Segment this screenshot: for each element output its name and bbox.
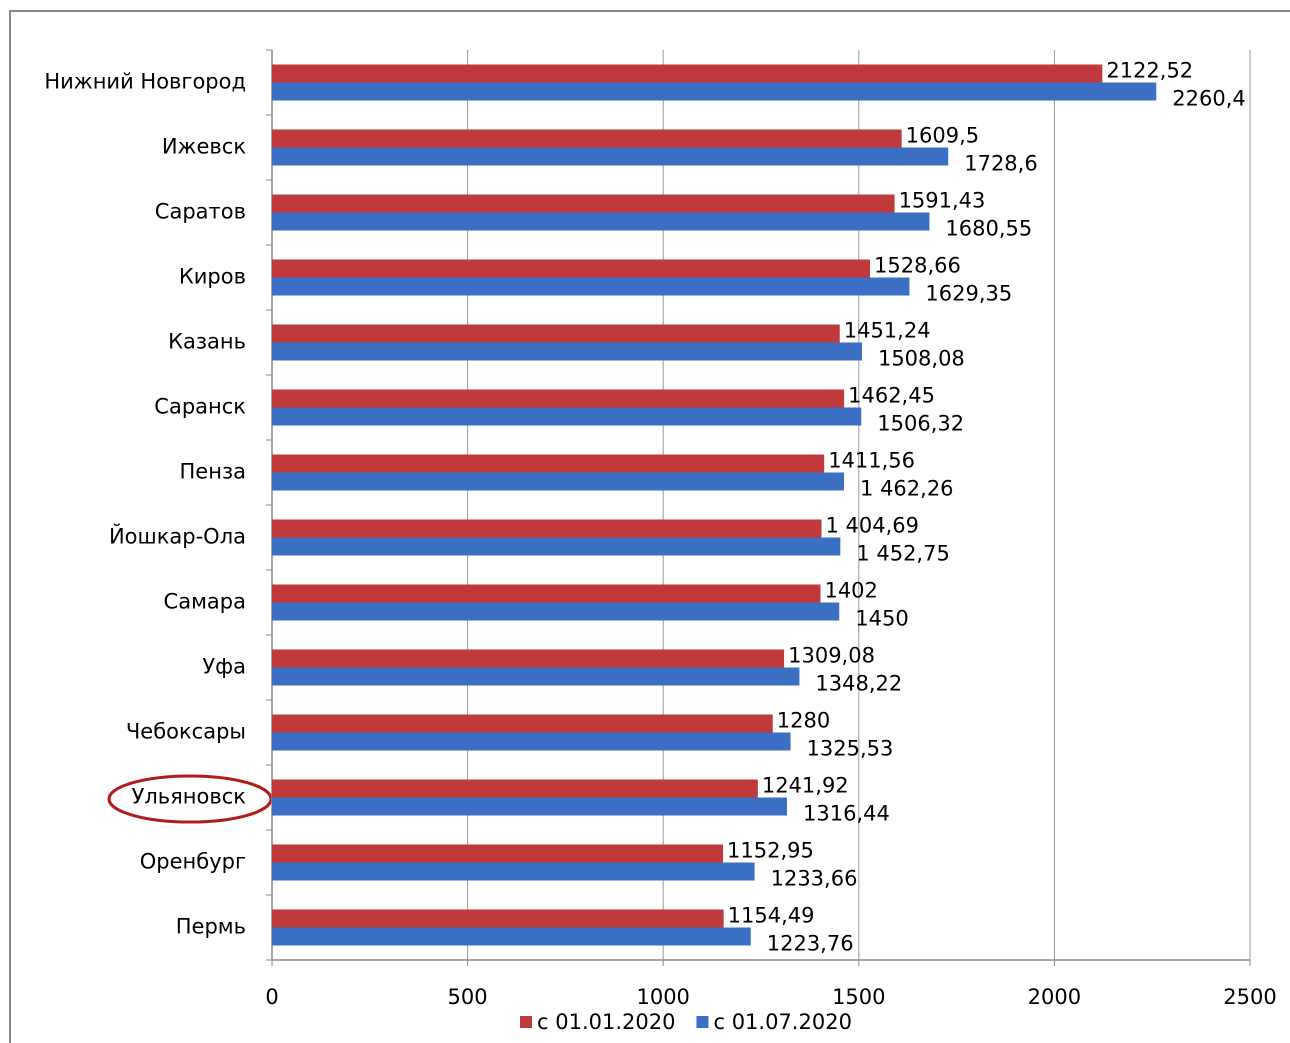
bar bbox=[272, 194, 895, 213]
y-tick-label: Пермь bbox=[176, 915, 246, 939]
bar bbox=[272, 649, 785, 668]
data-label: 1223,76 bbox=[767, 932, 854, 956]
data-label: 1462,45 bbox=[848, 384, 935, 408]
y-tick-label: Самара bbox=[164, 590, 246, 614]
data-label: 1402 bbox=[824, 579, 877, 603]
data-label: 1629,35 bbox=[925, 282, 1012, 306]
bar bbox=[272, 844, 724, 863]
x-tick-label: 1000 bbox=[636, 985, 689, 1009]
y-tick-label: Нижний Новгород bbox=[44, 70, 246, 94]
data-label: 1528,66 bbox=[874, 254, 961, 278]
y-tick-label: Йошкар-Ола bbox=[109, 524, 246, 549]
bar bbox=[272, 862, 755, 881]
bar bbox=[272, 584, 821, 603]
x-tick-label: 2500 bbox=[1223, 985, 1276, 1009]
data-label: 1591,43 bbox=[899, 189, 986, 213]
y-tick-label: Саранск bbox=[154, 395, 246, 419]
bar bbox=[272, 407, 862, 426]
y-tick-label: Уфа bbox=[202, 655, 246, 679]
bar bbox=[272, 147, 949, 166]
data-label: 2260,4 bbox=[1172, 87, 1245, 111]
data-label: 1 462,26 bbox=[860, 477, 954, 501]
y-tick-label: Ульяновск bbox=[132, 785, 246, 809]
bar bbox=[272, 454, 825, 473]
bar bbox=[272, 779, 758, 798]
data-label: 1 404,69 bbox=[826, 514, 920, 538]
bar bbox=[272, 797, 787, 816]
legend-label: с 01.07.2020 bbox=[713, 1010, 851, 1034]
bar bbox=[272, 927, 751, 946]
x-tick-label: 2000 bbox=[1028, 985, 1081, 1009]
data-label: 1450 bbox=[855, 607, 908, 631]
legend-label: с 01.01.2020 bbox=[537, 1010, 675, 1034]
bar bbox=[272, 324, 840, 343]
bar bbox=[272, 259, 871, 278]
data-label: 1451,24 bbox=[844, 319, 931, 343]
data-label: 1609,5 bbox=[906, 124, 979, 148]
data-label: 1728,6 bbox=[964, 152, 1037, 176]
bar bbox=[272, 64, 1103, 83]
data-label: 1680,55 bbox=[945, 217, 1032, 241]
bar bbox=[272, 277, 910, 296]
bar bbox=[272, 732, 791, 751]
y-tick-label: Казань bbox=[168, 330, 246, 354]
data-label: 1309,08 bbox=[788, 644, 875, 668]
data-label: 1 452,75 bbox=[856, 542, 950, 566]
data-label: 1506,32 bbox=[877, 412, 964, 436]
bar bbox=[272, 537, 841, 556]
bar bbox=[272, 129, 902, 148]
data-label: 1154,49 bbox=[728, 904, 815, 928]
data-label: 1316,44 bbox=[803, 802, 890, 826]
x-tick-label: 1500 bbox=[832, 985, 885, 1009]
bar bbox=[272, 342, 862, 361]
y-tick-label: Ижевск bbox=[162, 135, 246, 159]
y-tick-label: Саратов bbox=[155, 200, 246, 224]
bar bbox=[272, 909, 724, 928]
y-tick-label: Оренбург bbox=[140, 850, 246, 874]
bar bbox=[272, 389, 845, 408]
y-tick-label: Чебоксары bbox=[126, 720, 246, 744]
data-label: 1325,53 bbox=[807, 737, 894, 761]
bar bbox=[272, 714, 773, 733]
data-label: 2122,52 bbox=[1106, 59, 1193, 83]
bar bbox=[272, 472, 845, 491]
legend-swatch bbox=[520, 1016, 532, 1028]
data-label: 1280 bbox=[777, 709, 830, 733]
legend-swatch bbox=[696, 1016, 709, 1028]
bar bbox=[272, 82, 1157, 101]
data-label: 1411,56 bbox=[828, 449, 915, 473]
data-label: 1241,92 bbox=[762, 774, 849, 798]
bar bbox=[272, 667, 800, 686]
x-tick-label: 0 bbox=[265, 985, 278, 1009]
y-tick-label: Пенза bbox=[180, 460, 246, 484]
bar bbox=[272, 212, 930, 231]
data-label: 1233,66 bbox=[771, 867, 858, 891]
x-tick-label: 500 bbox=[448, 985, 488, 1009]
data-label: 1508,08 bbox=[878, 347, 965, 371]
data-label: 1348,22 bbox=[815, 672, 902, 696]
y-tick-label: Киров bbox=[179, 265, 246, 289]
data-label: 1152,95 bbox=[727, 839, 814, 863]
bar bbox=[272, 519, 822, 538]
bar bbox=[272, 602, 840, 621]
highlight-ellipse bbox=[107, 774, 273, 824]
frame bbox=[9, 10, 1290, 1043]
